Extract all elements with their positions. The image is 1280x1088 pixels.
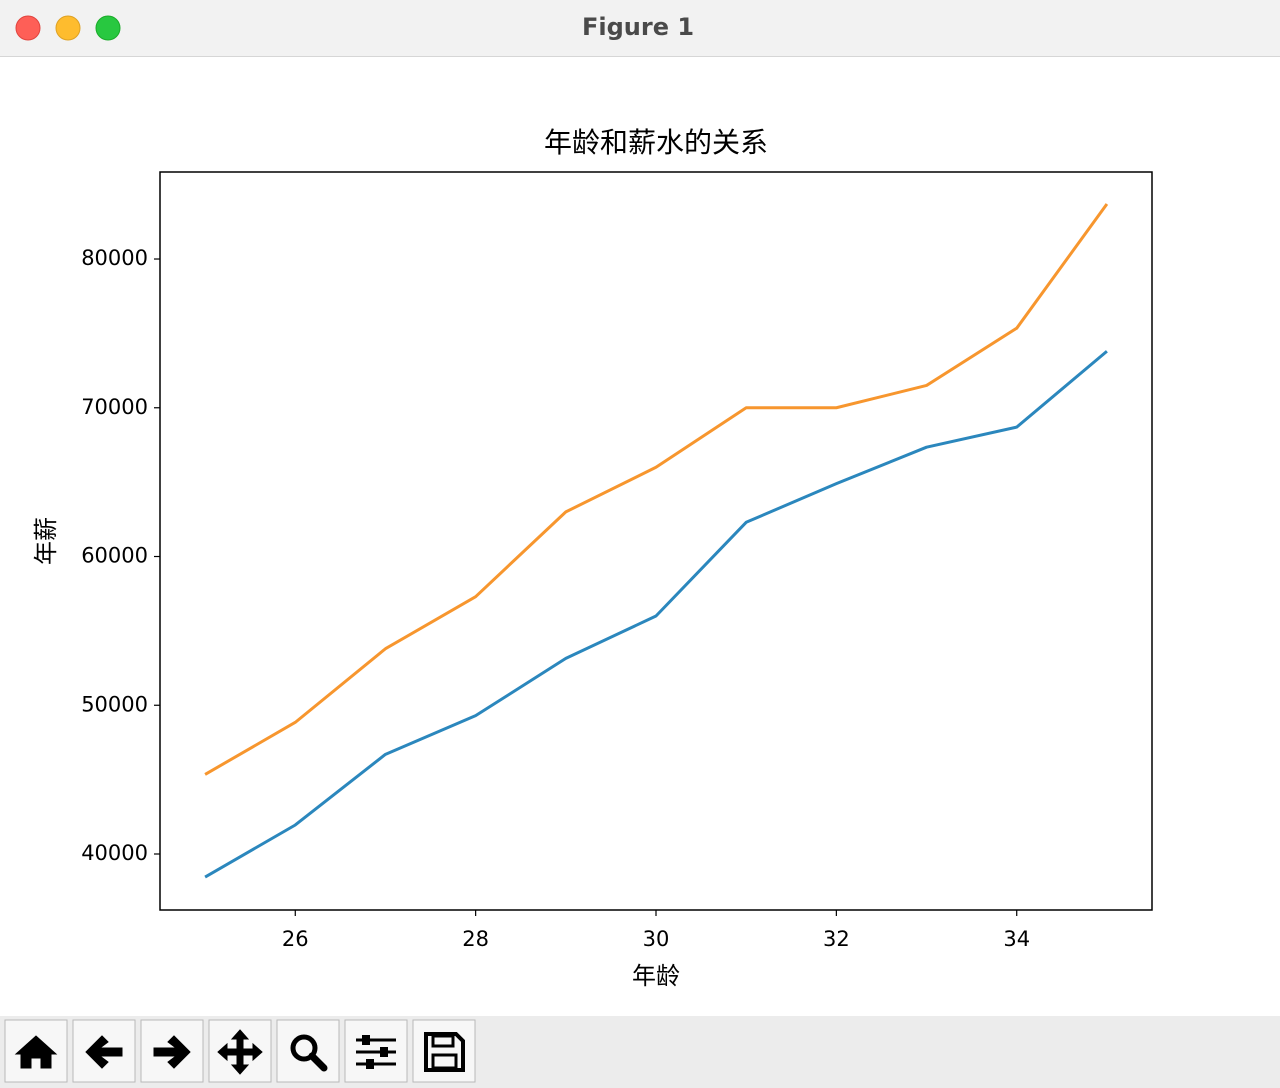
x-tick-label: 26 <box>282 927 309 951</box>
x-axis-label: 年龄 <box>632 962 680 990</box>
close-button[interactable] <box>15 15 41 41</box>
back-button[interactable] <box>72 1019 136 1083</box>
save-button[interactable] <box>412 1019 476 1083</box>
configure-button[interactable] <box>344 1019 408 1083</box>
pan-button[interactable] <box>208 1019 272 1083</box>
data-line <box>204 350 1108 879</box>
plot-area: 26 28 30 32 34 40000 50000 60000 70000 80000 <box>81 203 1109 951</box>
y-tick-label: 70000 <box>81 395 148 419</box>
data-line <box>204 203 1109 776</box>
y-tick-label: 80000 <box>81 246 148 270</box>
forward-button[interactable] <box>140 1019 204 1083</box>
zoom-tool-button[interactable] <box>276 1019 340 1083</box>
home-button[interactable] <box>4 1019 68 1083</box>
x-tick-label: 30 <box>643 927 670 951</box>
x-tick-label: 34 <box>1003 927 1030 951</box>
y-tick-label: 40000 <box>81 841 148 865</box>
minimize-button[interactable] <box>55 15 81 41</box>
y-axis-label: 年薪 <box>32 517 60 565</box>
y-tick-label: 50000 <box>81 692 148 716</box>
plot-frame <box>159 171 1153 911</box>
zoom-button[interactable] <box>95 15 121 41</box>
y-tick-label: 60000 <box>81 544 148 568</box>
chart-title: 年龄和薪水的关系 <box>544 126 768 159</box>
x-tick-label: 32 <box>823 927 850 951</box>
title-bar <box>0 0 1280 56</box>
window-title: Figure 1 <box>582 13 694 41</box>
x-tick-label: 28 <box>462 927 489 951</box>
